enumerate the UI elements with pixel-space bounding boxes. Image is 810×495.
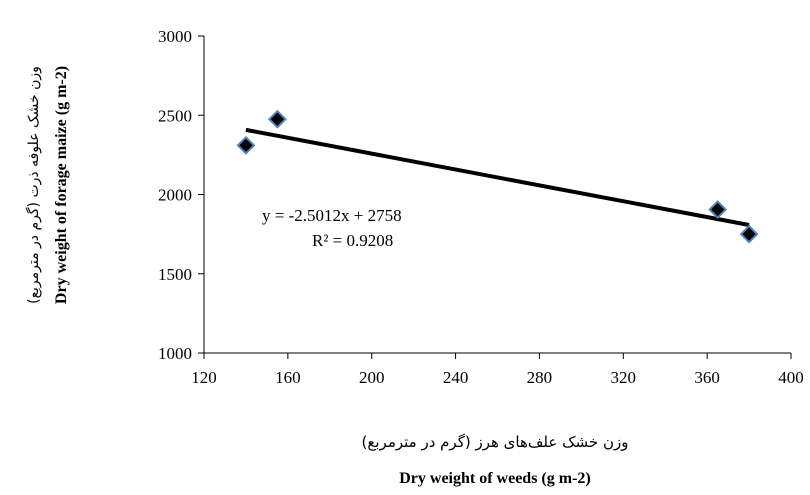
- r-squared-label: R² = 0.9208: [312, 231, 393, 250]
- x-tick-labels: 120 160 200 240 280 320 360 400: [191, 368, 804, 387]
- x-tick-label: 280: [527, 368, 553, 387]
- x-tick-label: 160: [275, 368, 301, 387]
- y-tick-label: 3000: [158, 27, 192, 46]
- data-point: [708, 200, 728, 219]
- y-tick-label: 1000: [158, 344, 192, 363]
- x-tick-label: 320: [611, 368, 637, 387]
- data-points: [236, 109, 759, 244]
- x-axis-label: Dry weight of weeds (g m-2): [399, 470, 591, 487]
- y-axis-label: Dry weight of forage maize (g m-2): [53, 66, 70, 304]
- x-tick-label: 400: [778, 368, 804, 387]
- y-axis-label-persian: وزن خشک علوفه ذرت (گرم در مترمربع): [25, 66, 42, 304]
- equation-label: y = -2.5012x + 2758: [262, 206, 402, 225]
- y-tick-label: 2500: [158, 106, 192, 125]
- x-tick-label: 200: [359, 368, 385, 387]
- y-tick-label: 2000: [158, 186, 192, 205]
- x-tick-label: 240: [443, 368, 469, 387]
- x-tick-label: 360: [694, 368, 720, 387]
- x-tick-label: 120: [191, 368, 217, 387]
- axes: [198, 35, 792, 359]
- data-point: [739, 224, 759, 244]
- y-tick-labels: 1000 1500 2000 2500 3000: [158, 27, 192, 363]
- trend-line: [245, 127, 750, 227]
- data-point: [267, 109, 287, 129]
- x-axis-label-persian: وزن خشک علف‌های هرز (گرم در مترمربع): [362, 433, 629, 451]
- y-tick-label: 1500: [158, 265, 192, 284]
- data-point: [236, 135, 256, 155]
